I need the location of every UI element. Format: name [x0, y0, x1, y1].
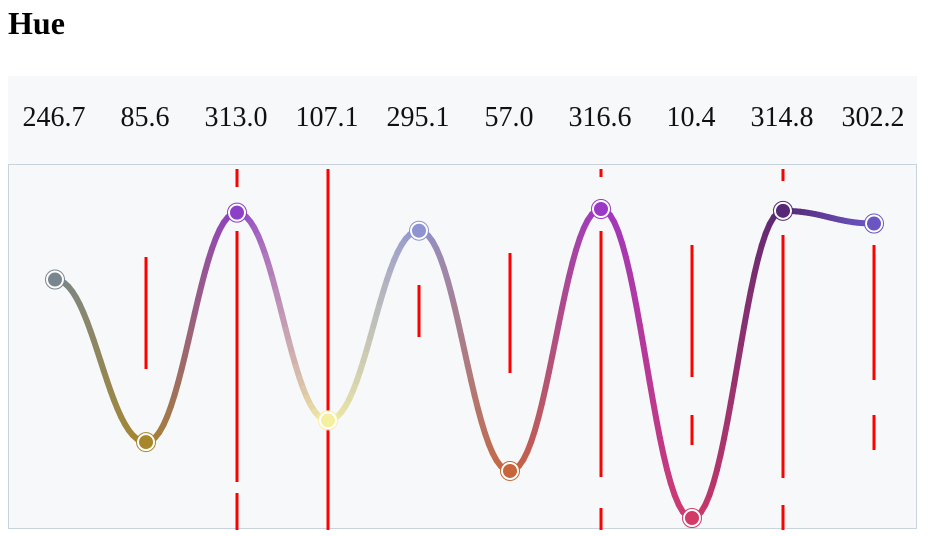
data-point-ring: [591, 199, 611, 219]
series-line: [640, 341, 650, 367]
value-label: 313.0: [204, 102, 268, 133]
value-label: 107.1: [295, 102, 359, 133]
series-line: [737, 323, 748, 349]
hue-chart: [45, 169, 884, 530]
data-point: [410, 221, 428, 240]
data-point: [592, 200, 610, 218]
data-point: [774, 201, 792, 220]
chart-title: Hue: [8, 5, 65, 41]
value-labels-row: 246.7 85.6 313.0 107.1 295.1 57.0 316.6 …: [8, 76, 917, 164]
value-label: 302.2: [841, 102, 905, 133]
value-label: 57.0: [484, 102, 534, 133]
plot-area: [8, 164, 917, 530]
data-point-ring: [318, 410, 338, 431]
value-label: 314.8: [750, 102, 814, 133]
data-point-ring: [682, 508, 702, 528]
series-line: [734, 342, 744, 368]
data-point: [319, 411, 337, 430]
data-point-ring: [409, 220, 429, 241]
series-line: [643, 360, 653, 386]
data-point-ring: [773, 200, 793, 221]
data-point: [501, 461, 519, 480]
value-label: 316.6: [568, 102, 632, 133]
series-line: [724, 399, 734, 424]
value-label: 246.7: [22, 102, 86, 133]
data-point: [137, 433, 155, 452]
data-point-ring: [864, 213, 884, 234]
series-line: [636, 322, 647, 348]
data-point-ring: [136, 432, 156, 453]
series-line: [731, 361, 741, 387]
series-line: [741, 305, 751, 330]
value-label: 85.6: [120, 102, 170, 133]
data-point-ring: [227, 202, 247, 223]
value-label: 295.1: [386, 102, 450, 133]
value-label: 10.4: [666, 102, 716, 133]
data-point-ring: [500, 460, 520, 481]
data-point: [46, 270, 64, 289]
series-line: [650, 398, 660, 424]
data-point: [228, 203, 246, 222]
series-line: [727, 380, 738, 406]
data-point-ring: [45, 269, 65, 290]
series-line: [646, 379, 657, 405]
series-line: [633, 303, 643, 329]
data-point: [865, 214, 883, 233]
data-point: [683, 509, 701, 527]
